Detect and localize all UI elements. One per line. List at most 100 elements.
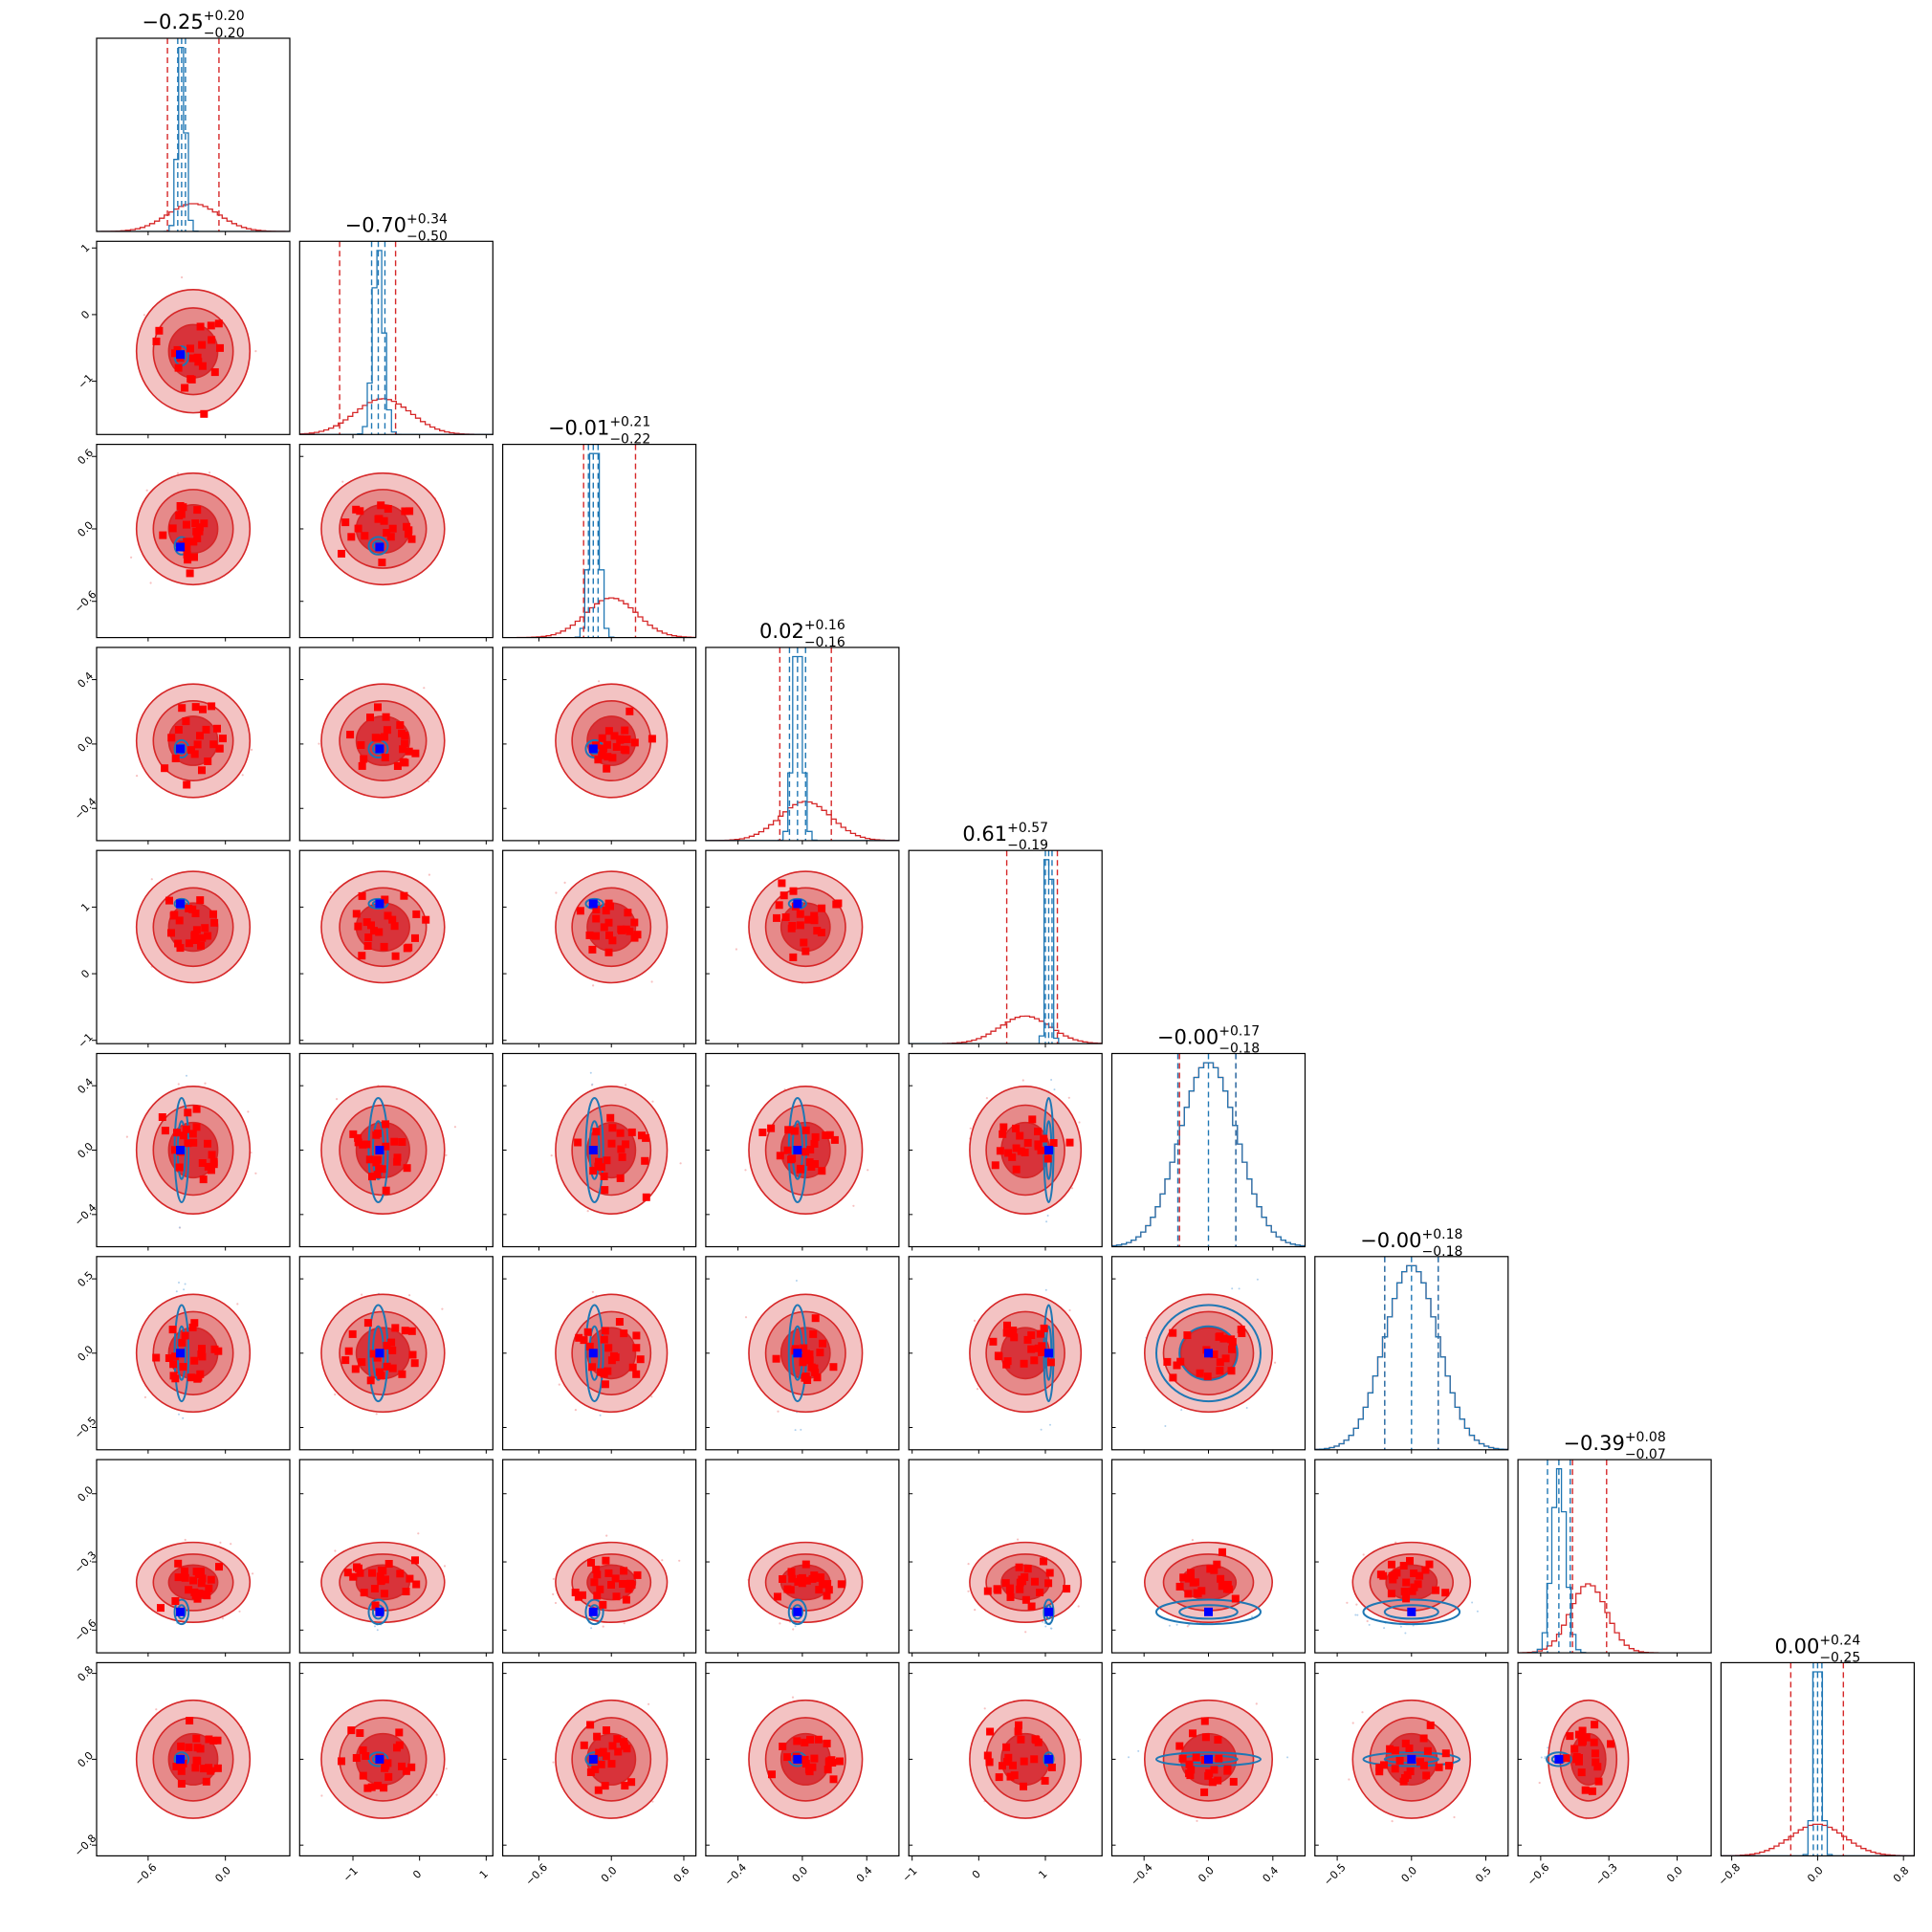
chain-square — [387, 1338, 396, 1347]
chain-square — [405, 747, 413, 756]
chain-square — [169, 911, 178, 920]
sample-point — [219, 1541, 222, 1544]
truth-marker — [176, 744, 186, 754]
sample-point — [336, 1098, 339, 1101]
chain-square — [210, 368, 219, 377]
contour-b — [584, 1097, 604, 1203]
chain-square — [642, 1133, 650, 1142]
chain-square — [173, 345, 182, 354]
chain-square — [354, 922, 362, 931]
chain-square — [1046, 1358, 1055, 1367]
chain-square — [1216, 1358, 1224, 1367]
chain-square — [157, 1604, 165, 1613]
chain-square — [175, 512, 184, 519]
chain-square — [167, 734, 176, 742]
chain-square — [191, 910, 200, 917]
panel-frame — [501, 849, 697, 1044]
truth-marker — [793, 1349, 802, 1358]
chain-square — [210, 1345, 219, 1353]
chain-square — [608, 1124, 617, 1132]
sample-point — [149, 582, 152, 584]
chain-square — [373, 734, 382, 742]
chain-square — [168, 1326, 177, 1334]
chain-square — [601, 1186, 609, 1195]
chain-square — [1216, 1367, 1224, 1375]
chain-square — [604, 918, 613, 927]
y-tick-label: 0.0 — [76, 734, 97, 755]
chain-square — [176, 502, 185, 510]
chain-square — [207, 321, 215, 330]
sample-point — [184, 1283, 187, 1285]
histogram — [909, 1015, 1103, 1044]
chain-square — [384, 911, 392, 920]
chain-square — [182, 1125, 190, 1133]
chain-square — [818, 904, 826, 912]
chain-square — [187, 1373, 195, 1382]
chain-square — [378, 1165, 386, 1174]
panel-frame — [501, 444, 697, 639]
sample-point — [651, 1100, 654, 1103]
chain-square — [788, 922, 797, 930]
chain-square — [178, 704, 187, 713]
chain-square — [208, 702, 216, 711]
chain-square — [999, 1123, 1008, 1131]
panel-frame — [501, 647, 697, 842]
panel-7-0: −0.6−0.30.0 — [72, 1459, 291, 1658]
chain-square — [182, 717, 190, 726]
chain-square — [165, 1354, 173, 1362]
sample-point — [744, 1169, 747, 1172]
chain-square — [1034, 1140, 1043, 1149]
sample-point — [247, 1110, 250, 1113]
chain-square — [204, 757, 212, 765]
chain-square — [778, 879, 786, 888]
chain-square — [616, 1174, 625, 1182]
chain-square — [995, 1352, 1003, 1361]
truth-marker — [176, 1607, 186, 1616]
sample-point — [184, 1538, 187, 1542]
chain-square — [790, 1127, 799, 1135]
sample-point — [574, 1409, 577, 1412]
chain-square — [198, 1574, 207, 1583]
chain-square — [781, 913, 790, 921]
chain-square — [576, 907, 584, 915]
chain-square — [183, 550, 191, 559]
chain-square — [174, 1573, 183, 1582]
chain-square — [800, 1344, 808, 1352]
chain-square — [801, 1126, 810, 1134]
chain-square — [161, 1127, 169, 1135]
panel-frame — [96, 1256, 291, 1451]
sample-point — [735, 948, 737, 951]
chain-square — [195, 1590, 204, 1597]
chain-square — [789, 953, 798, 961]
truth-marker — [176, 899, 186, 909]
panel-2-1 — [298, 444, 494, 642]
chain-square — [788, 1154, 797, 1163]
chain-square — [390, 922, 399, 931]
chain-square — [187, 344, 194, 353]
chain-square — [363, 942, 372, 950]
chain-square — [190, 750, 199, 758]
chain-square — [411, 749, 420, 757]
sample-point — [453, 1126, 456, 1129]
chain-square — [193, 353, 202, 362]
contour-b — [1155, 1304, 1262, 1403]
sample-point — [1256, 1278, 1259, 1281]
chain-square — [351, 1365, 360, 1373]
chain-square — [784, 1126, 793, 1134]
chain-square — [1004, 1149, 1013, 1157]
panel-7-1 — [298, 1459, 494, 1658]
chain-square — [1221, 1354, 1230, 1363]
chain-square — [1037, 1146, 1045, 1154]
chain-square — [594, 1162, 603, 1171]
panel-5-2 — [501, 1052, 697, 1251]
title-minus: −0.16 — [804, 635, 845, 650]
sample-point — [589, 1071, 592, 1074]
chain-square — [190, 932, 199, 940]
chain-square — [1012, 1124, 1020, 1132]
chain-square — [196, 1370, 205, 1378]
panel-6-6: −0.00+0.18−0.18 — [1314, 1227, 1509, 1454]
truth-marker — [588, 1349, 598, 1358]
chain-square — [608, 936, 617, 945]
chain-square — [386, 533, 395, 541]
chain-square — [622, 1140, 629, 1149]
